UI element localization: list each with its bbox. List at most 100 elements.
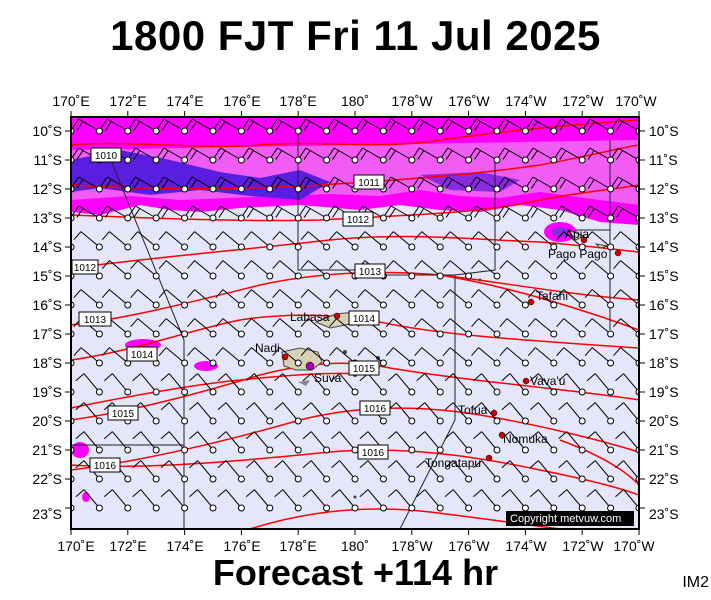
wind-barb xyxy=(555,205,586,222)
wind-barb xyxy=(242,118,274,135)
wind-barb xyxy=(416,431,444,454)
wind-barb xyxy=(469,147,501,164)
station-dot xyxy=(237,504,245,512)
station-dot xyxy=(550,330,558,338)
station-dot xyxy=(493,185,501,193)
wind-barb xyxy=(469,205,501,222)
wind-barb xyxy=(586,373,615,396)
station-dot xyxy=(550,127,558,135)
station-dot xyxy=(408,272,416,280)
wind-barb xyxy=(413,147,444,164)
wind-barb xyxy=(300,347,331,367)
wind-barb xyxy=(441,205,473,222)
lat-label-left: 12˚S xyxy=(32,181,62,197)
station-dot xyxy=(323,446,331,454)
wind-barb xyxy=(187,231,217,251)
station-dot xyxy=(607,156,615,164)
lat-label-left: 15˚S xyxy=(32,268,62,284)
wind-barb xyxy=(245,373,274,396)
station-dot xyxy=(237,301,245,309)
station-dot xyxy=(209,330,217,338)
lon-labels-top: 170˚E 172˚E 174˚E 176˚E 178˚E 180˚ 178˚W… xyxy=(52,93,657,109)
wind-barb xyxy=(299,147,331,164)
wind-barb xyxy=(274,460,302,483)
lat-label-left: 17˚S xyxy=(32,326,62,342)
station-dot xyxy=(266,127,274,135)
wind-barb xyxy=(586,431,615,454)
station-dot xyxy=(465,243,473,251)
station-dot xyxy=(436,475,444,483)
wind-barb xyxy=(414,289,444,309)
station-dot xyxy=(209,272,217,280)
lat-label-left: 22˚S xyxy=(32,471,62,487)
station-dot xyxy=(124,156,132,164)
station-dot xyxy=(237,156,245,164)
isobar-1011 xyxy=(71,144,639,190)
wind-barb xyxy=(442,318,473,338)
wind-barb xyxy=(473,402,501,425)
wind-barb xyxy=(129,205,160,222)
wind-barb xyxy=(357,289,387,309)
station-dot xyxy=(95,127,103,135)
wind-barb xyxy=(469,176,501,193)
wind-barb xyxy=(583,147,615,164)
station-dot xyxy=(607,330,615,338)
wind-barb xyxy=(329,231,359,251)
station-dot xyxy=(351,243,359,251)
wind-barb xyxy=(501,402,529,425)
wind-barb xyxy=(385,231,416,251)
station-dot xyxy=(493,475,501,483)
station-dot xyxy=(124,127,132,135)
lon-label-bottom: 180˚ xyxy=(341,538,369,554)
wind-barb xyxy=(384,205,416,222)
station-dot xyxy=(465,214,473,222)
station-dot xyxy=(408,446,416,454)
wind-barb xyxy=(72,205,103,222)
svg-text:1013: 1013 xyxy=(359,267,382,278)
wind-barb xyxy=(416,402,444,425)
station-dot xyxy=(379,504,387,512)
station-dot xyxy=(323,475,331,483)
station-dot xyxy=(408,185,416,193)
wind-barb xyxy=(157,176,189,193)
wind-barb xyxy=(387,431,416,454)
station-dot xyxy=(152,272,160,280)
wind-barb xyxy=(75,402,103,425)
lon-label-bottom: 174˚W xyxy=(505,538,547,554)
place-apia: Apia xyxy=(565,227,589,241)
wind-barb xyxy=(527,289,558,309)
station-dot xyxy=(181,185,189,193)
wind-barb xyxy=(271,118,302,135)
station-dot xyxy=(266,214,274,222)
lat-label-right: 20˚S xyxy=(649,413,679,429)
wind-barb xyxy=(129,147,160,164)
station-dot xyxy=(408,301,416,309)
station-dot xyxy=(379,330,387,338)
station-dot xyxy=(436,446,444,454)
wind-barb xyxy=(387,373,416,396)
station-dot xyxy=(181,127,189,135)
station-dot xyxy=(493,272,501,280)
station-dot xyxy=(181,156,189,164)
wind-barb xyxy=(185,118,217,135)
station-dot xyxy=(521,301,529,309)
station-dot xyxy=(408,156,416,164)
wind-barb xyxy=(132,460,160,483)
isobar-label-4: 1012 xyxy=(71,259,99,275)
wind-barb xyxy=(444,489,473,512)
wind-barb xyxy=(130,289,160,309)
isobar-label-8: 1014 xyxy=(126,346,158,362)
isobar-label-1: 1010 xyxy=(90,147,122,163)
lon-label-top: 176˚W xyxy=(448,93,490,109)
wind-barb xyxy=(473,489,501,512)
station-dot xyxy=(152,417,160,425)
station-dot xyxy=(521,214,529,222)
wind-barb xyxy=(187,260,217,280)
lon-label-top: 170˚W xyxy=(615,93,657,109)
wind-barb xyxy=(242,205,274,222)
wind-barb xyxy=(158,260,189,280)
wind-barb xyxy=(413,118,444,135)
wind-barb xyxy=(584,289,615,309)
wind-barb xyxy=(359,373,387,396)
station-dot xyxy=(152,330,160,338)
